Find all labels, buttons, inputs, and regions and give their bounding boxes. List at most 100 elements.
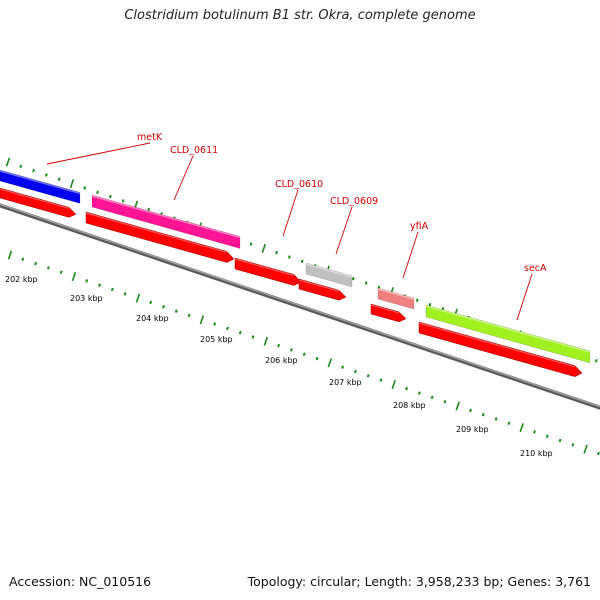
lower-track-minor-tick xyxy=(597,451,600,456)
lower-track-minor-tick xyxy=(85,279,89,283)
lower-track-minor-tick xyxy=(430,395,434,400)
gene-band-metK xyxy=(0,169,81,204)
lower-track-minor-tick xyxy=(341,365,345,369)
gene-label-CLD_0610: CLD_0610 xyxy=(275,179,323,190)
upper-track-minor-tick xyxy=(364,281,368,285)
scale-label: 202 kbp xyxy=(5,275,38,284)
lower-track-minor-tick xyxy=(98,283,101,287)
cds-arrow-CLD_0611-highlight xyxy=(85,212,228,254)
gene-label-yfiA: yfiA xyxy=(410,221,429,232)
lower-track-minor-tick xyxy=(353,369,357,374)
upper-track-major-tick xyxy=(5,157,11,167)
gene-label-metK: metK xyxy=(137,132,163,143)
lower-track-major-tick xyxy=(263,336,269,346)
genome-backbone xyxy=(0,203,600,410)
upper-track-minor-tick xyxy=(415,298,419,303)
cds-arrow-yfiA xyxy=(370,303,407,323)
upper-track-minor-tick xyxy=(96,190,99,194)
cds-arrow-secA xyxy=(418,321,583,377)
lower-track-minor-tick xyxy=(174,309,178,313)
upper-track-minor-tick xyxy=(19,164,23,169)
lower-track-major-tick xyxy=(7,250,13,260)
lower-track-minor-tick xyxy=(379,378,383,382)
gene-band-yfiA xyxy=(377,287,415,310)
accession-text: Accession: NC_010516 xyxy=(9,574,152,589)
gene-band-metK-highlight xyxy=(0,170,81,195)
lower-track-major-tick xyxy=(583,444,588,454)
gene-band-secA xyxy=(425,304,591,364)
scale-label: 209 kbp xyxy=(456,425,489,434)
lower-track-minor-tick xyxy=(469,408,472,413)
lower-track-minor-tick xyxy=(162,305,165,309)
upper-track-minor-tick xyxy=(428,302,432,307)
lower-track-minor-tick xyxy=(213,322,217,326)
upper-track-minor-tick xyxy=(44,173,48,177)
cds-arrow-CLD_0610-highlight xyxy=(234,258,295,277)
upper-track-major-tick xyxy=(261,243,266,253)
upper-track-minor-tick xyxy=(275,250,279,255)
cds-arrow-secA-highlight xyxy=(418,322,576,368)
lower-track-major-tick xyxy=(455,401,460,411)
gene-band-secA-highlight xyxy=(425,305,591,353)
lower-track-minor-tick xyxy=(558,438,562,443)
gene-labels: metK CLD_0611 CLD_0610 CLD_0609 yfiA secA xyxy=(46,132,547,321)
gene-band-yfiA-highlight xyxy=(377,288,415,300)
scale-label: 207 kbp xyxy=(329,378,362,387)
scale-label: 203 kbp xyxy=(70,294,103,303)
lower-track-minor-tick xyxy=(494,417,498,421)
gene-label-secA: secA xyxy=(524,263,547,274)
upper-track-minor-tick xyxy=(108,194,112,199)
leader-line-CLD_0610 xyxy=(282,189,299,237)
lower-track-minor-tick xyxy=(366,374,370,378)
upper-track-minor-tick xyxy=(32,168,36,173)
lower-track-minor-tick xyxy=(46,266,50,270)
lower-track-major-tick xyxy=(71,272,77,282)
lower-track-minor-tick xyxy=(238,330,242,335)
leader-line-CLD_0609 xyxy=(335,206,353,255)
cds-arrow-yfiA-highlight xyxy=(370,304,400,314)
gene-band-CLD_0611-highlight xyxy=(91,195,241,239)
page-title: Clostridium botulinum B1 str. Okra, comp… xyxy=(124,8,476,23)
cds-arrow-CLD_0611 xyxy=(85,211,235,263)
lower-track-major-tick xyxy=(519,423,524,433)
lower-tick-track xyxy=(7,250,600,456)
lower-track-minor-tick xyxy=(187,313,191,318)
scale-label: 205 kbp xyxy=(200,335,233,344)
lower-track-major-tick xyxy=(199,315,205,325)
upper-track-minor-tick xyxy=(57,177,61,182)
scale-labels: 202 kbp 203 kbp 204 kbp 205 kbp 206 kbp 207 k… xyxy=(5,275,553,458)
gene-label-CLD_0611: CLD_0611 xyxy=(170,145,218,156)
leader-line-secA xyxy=(516,273,533,321)
lower-track-minor-tick xyxy=(481,412,485,417)
lower-track-minor-tick xyxy=(123,292,127,296)
cds-arrow-CLD_0609 xyxy=(298,278,347,301)
feature-track xyxy=(0,169,591,377)
upper-track-minor-tick xyxy=(594,359,598,363)
leader-line-yfiA xyxy=(402,231,419,279)
gene-label-CLD_0609: CLD_0609 xyxy=(330,196,378,207)
lower-track-minor-tick xyxy=(417,391,421,395)
lower-track-minor-tick xyxy=(405,387,408,391)
upper-track-minor-tick xyxy=(351,276,355,281)
lower-track-minor-tick xyxy=(533,430,536,434)
upper-track-minor-tick xyxy=(121,199,125,203)
lower-track-minor-tick xyxy=(302,352,306,356)
cds-arrow-metK-highlight xyxy=(0,188,70,209)
upper-track-major-tick xyxy=(69,179,75,189)
gene-band-CLD_0611 xyxy=(91,194,241,249)
leader-line-CLD_0611 xyxy=(173,155,194,201)
lower-track-minor-tick xyxy=(545,434,549,438)
backbone-highlight xyxy=(0,203,600,408)
cds-arrow-CLD_0610 xyxy=(234,257,302,286)
lower-track-minor-tick xyxy=(59,270,63,274)
scale-label: 206 kbp xyxy=(265,356,298,365)
upper-track-minor-tick xyxy=(287,255,291,259)
cds-arrow-CLD_0609-highlight xyxy=(298,279,340,292)
gene-band-CLD_0609 xyxy=(305,262,353,288)
lower-track-minor-tick xyxy=(277,343,281,348)
backbone-line xyxy=(0,203,600,410)
lower-track-minor-tick xyxy=(21,257,25,262)
lower-track-minor-tick xyxy=(110,287,114,292)
lower-track-minor-tick xyxy=(507,421,511,426)
